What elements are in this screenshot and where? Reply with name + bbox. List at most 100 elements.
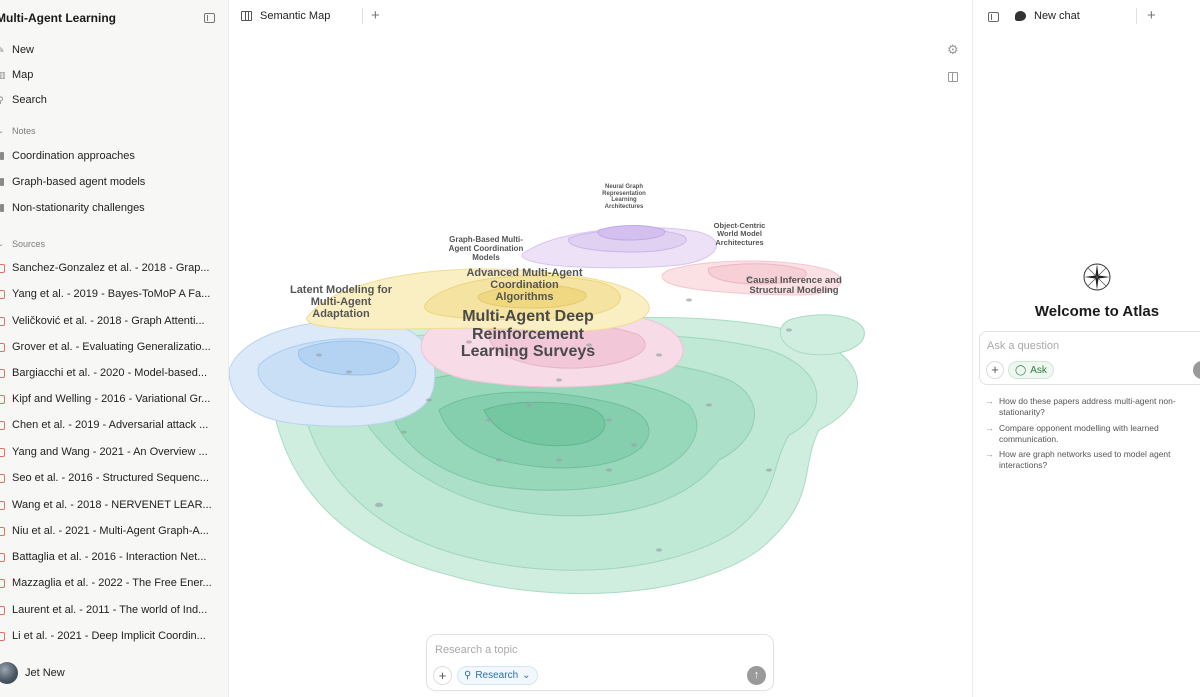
- chevron-down-icon: ⌄: [0, 127, 4, 135]
- source-label: Laurent et al. - 2011 - The world of Ind…: [12, 604, 208, 616]
- chevron-down-icon: ⌄: [0, 240, 4, 248]
- blue-cluster: [229, 319, 436, 427]
- source-item[interactable]: Kipf and Welling - 2016 - Variational Gr…: [0, 388, 228, 410]
- pdf-icon: [0, 342, 5, 352]
- add-context-button[interactable]: +: [986, 361, 1004, 379]
- sidebar-item-search[interactable]: ⚲ Search: [0, 89, 228, 111]
- source-label: Kipf and Welling - 2016 - Variational Gr…: [12, 393, 211, 405]
- source-label: Grover et al. - Evaluating Generalizatio…: [12, 341, 211, 353]
- user-profile[interactable]: Jet New: [0, 662, 228, 686]
- semantic-map[interactable]: [229, 170, 972, 610]
- ask-mode-button[interactable]: ◯ Ask: [1008, 361, 1054, 379]
- chat-panel: New chat + Welcome to Atlas Ask a questi…: [972, 0, 1200, 697]
- note-item[interactable]: Graph-based agent models: [0, 171, 228, 193]
- source-item[interactable]: Li et al. - 2021 - Deep Implicit Coordin…: [0, 625, 228, 647]
- source-item[interactable]: Chen et al. - 2019 - Adversarial attack …: [0, 414, 228, 436]
- source-item[interactable]: Grover et al. - Evaluating Generalizatio…: [0, 336, 228, 358]
- panel-toggle-icon[interactable]: [988, 12, 999, 22]
- add-attachment-button[interactable]: +: [433, 666, 452, 685]
- ask-mode-label: Ask: [1030, 364, 1047, 376]
- map-icon: [241, 11, 252, 21]
- source-item[interactable]: Battaglia et al. - 2016 - Interaction Ne…: [0, 546, 228, 568]
- pdf-icon: [0, 289, 5, 299]
- pdf-icon: [0, 316, 5, 326]
- note-icon: [0, 204, 4, 212]
- new-note-icon: ✎: [0, 45, 5, 55]
- source-label: Yang and Wang - 2021 - An Overview ...: [12, 446, 208, 458]
- ask-input[interactable]: Ask a question: [987, 340, 1060, 352]
- source-item[interactable]: Bargiacchi et al. - 2020 - Model-based..…: [0, 362, 228, 384]
- notes-section-header[interactable]: ⌄ Notes: [0, 120, 228, 142]
- sidebar-item-new[interactable]: ✎ New: [0, 39, 228, 61]
- sidebar-toggle-icon[interactable]: [204, 13, 215, 23]
- source-item[interactable]: Laurent et al. - 2011 - The world of Ind…: [0, 599, 228, 621]
- map-label-advanced-coordination[interactable]: Advanced Multi-Agent Coordination Algori…: [466, 267, 583, 304]
- note-label: Non-stationarity challenges: [12, 202, 145, 214]
- yellow-cluster: [306, 268, 650, 332]
- map-label-graph-based[interactable]: Graph-Based Multi-Agent Coordination Mod…: [448, 235, 524, 262]
- map-label-latent-modeling[interactable]: Latent Modeling for Multi-Agent Adaptati…: [289, 284, 393, 321]
- workspace-title[interactable]: Multi-Agent Learning: [0, 11, 116, 25]
- suggestion-text: Compare opponent modelling with learned …: [999, 423, 1159, 445]
- sidebar-item-label: Map: [12, 69, 34, 81]
- source-item[interactable]: Yang and Wang - 2021 - An Overview ...: [0, 441, 228, 463]
- sources-section-header[interactable]: ⌄ Sources: [0, 233, 228, 255]
- map-label-object-centric[interactable]: Object-Centric World Model Architectures: [713, 221, 766, 247]
- research-mode-select[interactable]: ⚲ Research ⌄: [457, 666, 538, 685]
- sidebar-item-map[interactable]: ▥ Map: [0, 64, 228, 86]
- welcome-heading: Welcome to Atlas: [1034, 303, 1160, 320]
- new-tab-plus-icon[interactable]: +: [371, 7, 380, 24]
- map-label-marl-surveys[interactable]: Multi-Agent Deep Reinforcement Learning …: [460, 308, 596, 361]
- chat-bubble-icon: ◯: [1015, 364, 1027, 376]
- compass-logo-icon: [1083, 263, 1111, 291]
- pdf-icon: [0, 526, 5, 536]
- source-item[interactable]: Mazzaglia et al. - 2022 - The Free Ener.…: [0, 572, 228, 594]
- columns-icon[interactable]: [948, 72, 958, 82]
- main-panel: Semantic Map + ⚙: [229, 0, 972, 697]
- pdf-icon: [0, 500, 5, 510]
- suggestion-text: How do these papers address multi-agent …: [999, 396, 1176, 418]
- arrow-right-icon: →: [985, 449, 994, 459]
- source-item[interactable]: Sanchez-Gonzalez et al. - 2018 - Grap...: [0, 257, 228, 279]
- source-item[interactable]: Wang et al. - 2018 - NERVENET LEAR...: [0, 494, 228, 516]
- new-chat-plus-icon[interactable]: +: [1147, 7, 1156, 24]
- pdf-icon: [0, 473, 5, 483]
- source-item[interactable]: Niu et al. - 2021 - Multi-Agent Graph-A.…: [0, 520, 228, 542]
- chevron-down-icon: ⌄: [522, 670, 531, 681]
- note-item[interactable]: Coordination approaches: [0, 145, 228, 167]
- source-item[interactable]: Yang et al. - 2019 - Bayes-ToMoP A Fa...: [0, 283, 228, 305]
- send-button[interactable]: ↑: [747, 666, 766, 685]
- source-label: Bargiacchi et al. - 2020 - Model-based..…: [12, 367, 208, 379]
- search-icon: ⚲: [0, 95, 4, 105]
- tab-semantic-map[interactable]: Semantic Map: [260, 10, 331, 22]
- avatar: [0, 662, 18, 684]
- chat-bubble-icon: [1015, 11, 1026, 21]
- pdf-icon: [0, 420, 5, 430]
- purple-cluster: [521, 225, 717, 269]
- pdf-icon: [0, 578, 5, 588]
- note-icon: [0, 152, 4, 160]
- notes-header-label: Notes: [12, 126, 36, 136]
- research-mode-label: Research: [475, 670, 519, 681]
- map-label-neural-graph[interactable]: Neural Graph Representation Learning Arc…: [602, 184, 646, 210]
- map-label-causal-inference[interactable]: Causal Inference and Structural Modeling: [746, 275, 842, 297]
- source-label: Wang et al. - 2018 - NERVENET LEAR...: [12, 499, 212, 511]
- source-label: Yang et al. - 2019 - Bayes-ToMoP A Fa...: [12, 288, 211, 300]
- ask-composer: Ask a question + ◯ Ask ↑: [979, 331, 1200, 385]
- gear-icon[interactable]: ⚙: [947, 42, 959, 57]
- note-item[interactable]: Non-stationarity challenges: [0, 197, 228, 219]
- note-label: Graph-based agent models: [12, 176, 146, 188]
- search-icon: ⚲: [464, 670, 472, 681]
- source-item[interactable]: Veličković et al. - 2018 - Graph Attenti…: [0, 310, 228, 332]
- user-name: Jet New: [25, 667, 65, 679]
- tab-new-chat[interactable]: New chat: [1034, 10, 1080, 22]
- pdf-icon: [0, 631, 5, 641]
- research-input[interactable]: Research a topic: [435, 644, 518, 656]
- map-icon: ▥: [0, 70, 6, 80]
- source-label: Chen et al. - 2019 - Adversarial attack …: [12, 419, 209, 431]
- pdf-icon: [0, 394, 5, 404]
- source-item[interactable]: Seo et al. - 2016 - Structured Sequenc..…: [0, 467, 228, 489]
- source-label: Niu et al. - 2021 - Multi-Agent Graph-A.…: [12, 525, 209, 537]
- ask-send-button[interactable]: ↑: [1193, 361, 1200, 379]
